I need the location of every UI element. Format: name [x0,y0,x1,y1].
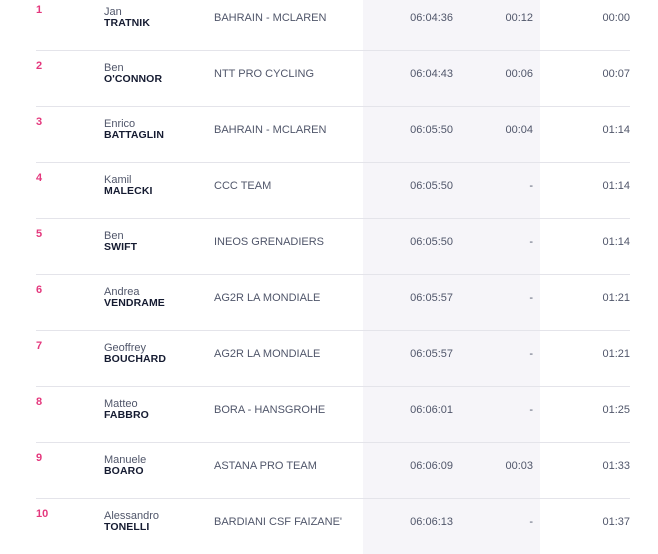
rider-last-name: BOARO [104,465,144,477]
rider-name[interactable]: Matteo FABBRO [104,399,208,421]
rider-last-name: O'CONNOR [104,73,163,85]
team-name[interactable]: BAHRAIN - MCLAREN [214,12,327,24]
rider-last-name: SWIFT [104,241,138,253]
bonus-cell: - [529,348,533,360]
rider-first-name: Jan [104,6,122,18]
bonus-cell: - [529,292,533,304]
gap-cell: 01:25 [602,404,630,416]
rank-cell: 10 [36,508,49,520]
rider-last-name: FABBRO [104,409,149,421]
bonus-cell: 00:12 [505,12,533,24]
team-name[interactable]: BARDIANI CSF FAIZANE' [214,516,343,528]
table-row[interactable]: 5 Ben SWIFT INEOS GRENADIERS 06:05:50 - … [36,219,630,275]
rank-cell: 7 [36,340,43,352]
gap-cell: 00:07 [602,68,630,80]
rider-first-name: Ben [104,62,124,74]
bonus-cell: 00:03 [505,460,533,472]
bonus-cell: - [529,236,533,248]
rider-last-name: MALECKI [104,185,153,197]
time-cell: 06:05:50 [410,124,453,136]
rider-name[interactable]: Ben SWIFT [104,231,208,253]
rank-cell: 3 [36,116,43,128]
bonus-cell: - [529,516,533,528]
rider-first-name: Andrea [104,286,140,298]
rider-name[interactable]: Kamil MALECKI [104,175,208,197]
gap-cell: 01:33 [602,460,630,472]
bonus-cell: 00:04 [505,124,533,136]
gap-cell: 01:14 [602,124,630,136]
rank-cell: 4 [36,172,43,184]
time-cell: 06:06:09 [410,460,453,472]
rank-cell: 1 [36,4,43,16]
rank-cell: 9 [36,452,43,464]
team-name[interactable]: BAHRAIN - MCLAREN [214,124,327,136]
rider-first-name: Ben [104,230,124,242]
time-cell: 06:04:36 [410,12,453,24]
rider-first-name: Matteo [104,398,138,410]
team-name[interactable]: BORA - HANSGROHE [214,404,326,416]
table-row[interactable]: 7 Geoffrey BOUCHARD AG2R LA MONDIALE 06:… [36,331,630,387]
bonus-cell: 00:06 [505,68,533,80]
table-row[interactable]: 4 Kamil MALECKI CCC TEAM 06:05:50 - 01:1… [36,163,630,219]
team-name[interactable]: AG2R LA MONDIALE [214,348,321,360]
rank-cell: 6 [36,284,43,296]
team-name[interactable]: AG2R LA MONDIALE [214,292,321,304]
team-name[interactable]: CCC TEAM [214,180,272,192]
rider-name[interactable]: Enrico BATTAGLIN [104,119,208,141]
rider-last-name: TONELLI [104,521,150,533]
rider-first-name: Manuele [104,454,147,466]
time-cell: 06:05:50 [410,236,453,248]
team-name[interactable]: INEOS GRENADIERS [214,236,325,248]
rider-name[interactable]: Alessandro TONELLI [104,511,208,533]
table-row[interactable]: 2 Ben O'CONNOR NTT PRO CYCLING 06:04:43 … [36,51,630,107]
time-column-band [363,0,540,554]
bonus-cell: - [529,404,533,416]
rider-first-name: Kamil [104,174,132,186]
rank-cell: 8 [36,396,43,408]
gap-cell: 01:14 [602,180,630,192]
rider-last-name: TRATNIK [104,17,150,29]
table-row[interactable]: 10 Alessandro TONELLI BARDIANI CSF FAIZA… [36,499,630,554]
time-cell: 06:04:43 [410,68,453,80]
rider-first-name: Alessandro [104,510,160,522]
table-row[interactable]: 1 Jan TRATNIK BAHRAIN - MCLAREN 06:04:36… [36,0,630,51]
rank-cell: 2 [36,60,43,72]
gap-cell: 01:14 [602,236,630,248]
team-name[interactable]: NTT PRO CYCLING [214,68,315,80]
rider-last-name: BOUCHARD [104,353,167,365]
rider-name[interactable]: Jan TRATNIK [104,7,208,29]
table-row[interactable]: 6 Andrea VENDRAME AG2R LA MONDIALE 06:05… [36,275,630,331]
time-cell: 06:06:01 [410,404,453,416]
time-cell: 06:05:57 [410,348,453,360]
rider-last-name: VENDRAME [104,297,165,309]
time-cell: 06:06:13 [410,516,453,528]
rank-cell: 5 [36,228,43,240]
table-row[interactable]: 8 Matteo FABBRO BORA - HANSGROHE 06:06:0… [36,387,630,443]
rider-name[interactable]: Ben O'CONNOR [104,63,208,85]
bonus-cell: - [529,180,533,192]
rider-last-name: BATTAGLIN [104,129,164,141]
rider-first-name: Enrico [104,118,136,130]
rider-name[interactable]: Manuele BOARO [104,455,208,477]
gap-cell: 00:00 [602,12,630,24]
gap-cell: 01:21 [602,292,630,304]
gap-cell: 01:21 [602,348,630,360]
team-name[interactable]: ASTANA PRO TEAM [214,460,317,472]
time-cell: 06:05:50 [410,180,453,192]
rider-first-name: Geoffrey [104,342,146,354]
table-row[interactable]: 3 Enrico BATTAGLIN BAHRAIN - MCLAREN 06:… [36,107,630,163]
rider-name[interactable]: Andrea VENDRAME [104,287,208,309]
table-row[interactable]: 9 Manuele BOARO ASTANA PRO TEAM 06:06:09… [36,443,630,499]
rider-name[interactable]: Geoffrey BOUCHARD [104,343,208,365]
time-cell: 06:05:57 [410,292,453,304]
gap-cell: 01:37 [602,516,630,528]
